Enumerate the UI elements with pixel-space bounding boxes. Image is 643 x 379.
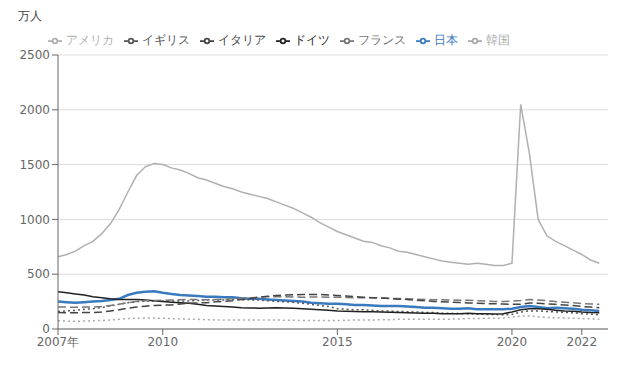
svg-text:2007年: 2007年: [37, 335, 80, 349]
svg-text:2000: 2000: [19, 103, 50, 117]
svg-text:0: 0: [42, 322, 50, 336]
svg-text:2015: 2015: [322, 335, 353, 349]
svg-text:2010: 2010: [147, 335, 178, 349]
html-text:ドイツ: ドイツ: [294, 33, 330, 47]
html-text:イギリス: イギリス: [142, 33, 190, 47]
html-text:イタリア: イタリア: [218, 33, 266, 47]
svg-text:500: 500: [27, 267, 50, 281]
html-text:韓国: 韓国: [486, 33, 510, 47]
html-text:万人: 万人: [18, 9, 42, 23]
html-text:日本: 日本: [434, 33, 458, 47]
svg-text:1000: 1000: [19, 213, 50, 227]
svg-text:1500: 1500: [19, 158, 50, 172]
svg-text:2022: 2022: [567, 335, 598, 349]
html-text:フランス: フランス: [358, 33, 406, 47]
html-text:アメリカ: アメリカ: [66, 33, 114, 47]
svg-text:2500: 2500: [19, 48, 50, 62]
svg-text:2020: 2020: [497, 335, 528, 349]
